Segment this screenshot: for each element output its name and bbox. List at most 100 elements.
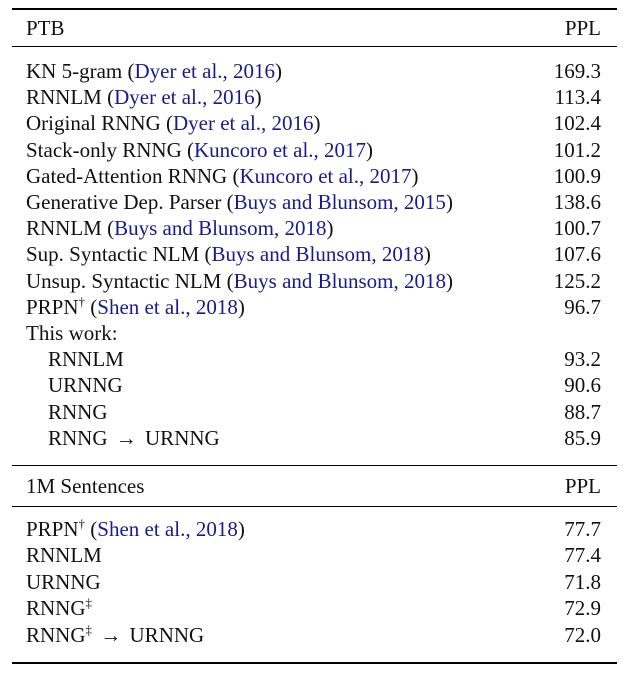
citation-link[interactable]: Dyer et al., 2016 (173, 111, 314, 136)
footnote-mark: † (78, 516, 86, 531)
row-label: RNNLM (Buys and Blunsom, 2018) (26, 216, 334, 241)
citation-link[interactable]: Buys and Blunsom, 2018 (233, 268, 447, 293)
arrow-symbol: → (100, 622, 122, 647)
model-name: RNNG (26, 596, 86, 621)
row-label: KN 5-gram (Dyer et al., 2016) (26, 59, 283, 83)
model-name: RNNLM (26, 85, 102, 110)
ppl-value: 102.4 (553, 111, 601, 136)
citation-link[interactable]: Dyer et al., 2016 (114, 85, 255, 110)
row-label: URNNG (48, 372, 123, 398)
citation-link[interactable]: Kuncoro et al., 2017 (239, 163, 412, 188)
ppl-value: 107.6 (553, 242, 601, 267)
row-label: Original RNNG (Dyer et al., 2016) (26, 111, 321, 136)
header-label: PTB (26, 16, 65, 40)
footnote-mark: ‡ (85, 621, 93, 637)
table-row: RNNLM (Dyer et al., 2016) 113.4 (12, 84, 617, 110)
model-name: Stack-only RNNG (26, 137, 182, 162)
table-row: Gated-Attention RNNG (Kuncoro et al., 20… (12, 163, 617, 189)
row-label: RNNG → URNNG (48, 425, 220, 451)
table-row: URNNG 71.8 (12, 569, 617, 595)
table-row: KN 5-gram (Dyer et al., 2016) 169.3 (12, 58, 617, 84)
section-separator-rule (12, 465, 617, 466)
model-name: RNNLM (26, 216, 102, 241)
ppl-value: 113.4 (554, 85, 601, 110)
model-name: PRPN (26, 294, 79, 319)
ppl-value: 100.7 (553, 216, 601, 241)
citation-link[interactable]: Shen et al., 2018 (97, 517, 238, 541)
model-name: Unsup. Syntactic NLM (26, 268, 222, 293)
header-value: PPL (564, 16, 601, 40)
model-name-target: URNNG (145, 425, 220, 450)
model-name: Generative Dep. Parser (26, 190, 222, 214)
ppl-value: 85.9 (564, 425, 601, 450)
top-rule (12, 8, 617, 10)
row-label: Generative Dep. Parser (Buys and Blunsom… (26, 190, 453, 214)
table-row: PRPN† (Shen et al., 2018) 77.7 (12, 516, 617, 542)
table-row: RNNLM 93.2 (12, 346, 617, 372)
table-row: RNNLM (Buys and Blunsom, 2018) 100.7 (12, 215, 617, 241)
table-row: RNNLM 77.4 (12, 542, 617, 568)
model-name: RNNG (48, 399, 108, 424)
model-name: This work: (26, 321, 118, 345)
model-name-target: URNNG (129, 622, 205, 647)
row-label: RNNLM (Dyer et al., 2016) (26, 85, 262, 110)
ppl-value: 96.7 (564, 294, 601, 319)
model-name: URNNG (48, 373, 123, 398)
citation-link[interactable]: Dyer et al., 2016 (134, 59, 276, 83)
ppl-value: 90.6 (564, 373, 601, 398)
row-label: Stack-only RNNG (Kuncoro et al., 2017) (26, 137, 374, 162)
table-row: RNNG → URNNG 85.9 (12, 425, 617, 451)
ppl-value: 72.0 (564, 622, 601, 647)
model-name: Gated-Attention RNNG (26, 163, 228, 188)
ppl-value: 93.2 (564, 347, 601, 372)
table-row: Generative Dep. Parser (Buys and Blunsom… (12, 189, 617, 215)
table-row: URNNG 90.6 (12, 372, 617, 398)
row-label: RNNLM (26, 542, 102, 568)
ppl-value: 77.4 (564, 543, 601, 568)
table-row: Sup. Syntactic NLM (Buys and Blunsom, 20… (12, 241, 617, 267)
model-name: Sup. Syntactic NLM (26, 242, 200, 267)
header-rule (12, 46, 617, 47)
header-label: 1M Sentences (26, 474, 145, 498)
citation-link[interactable]: Buys and Blunsom, 2015 (233, 190, 446, 214)
table-row: Stack-only RNNG (Kuncoro et al., 2017) 10… (12, 137, 617, 163)
model-name: RNNG (26, 622, 86, 647)
footnote-mark: ‡ (85, 595, 93, 611)
citation-link[interactable]: Buys and Blunsom, 2018 (114, 216, 327, 241)
model-name: Original RNNG (26, 111, 161, 136)
table-row: This work: (12, 320, 617, 346)
model-name: URNNG (26, 569, 101, 594)
ppl-value: 72.9 (564, 596, 601, 621)
section-header: PTB PPL (12, 15, 617, 41)
row-label: PRPN† (Shen et al., 2018) (26, 516, 245, 541)
row-label: Unsup. Syntactic NLM (Buys and Blunsom, … (26, 268, 454, 293)
model-name: PRPN (26, 517, 79, 541)
row-label: RNNG (48, 399, 108, 425)
citation-link[interactable]: Shen et al., 2018 (97, 294, 238, 319)
ppl-value: 101.2 (553, 137, 601, 162)
bottom-rule (12, 662, 617, 664)
row-label: PRPN† (Shen et al., 2018) (26, 293, 245, 319)
ppl-value: 138.6 (553, 190, 601, 214)
header-value: PPL (564, 474, 601, 498)
row-label: URNNG (26, 569, 101, 595)
row-label: Gated-Attention RNNG (Kuncoro et al., 20… (26, 163, 419, 188)
ppl-value: 77.7 (564, 517, 601, 541)
header-rule (12, 506, 617, 507)
table-row: RNNG‡ → URNNG 72.0 (12, 622, 617, 648)
row-label: RNNLM (48, 346, 124, 372)
arrow-symbol: → (115, 425, 137, 450)
section-header: 1M Sentences PPL (12, 473, 617, 499)
model-name: RNNG (48, 425, 108, 450)
row-label: Sup. Syntactic NLM (Buys and Blunsom, 20… (26, 242, 431, 267)
table-row: RNNG 88.7 (12, 399, 617, 425)
footnote-mark: † (78, 293, 86, 309)
citation-link[interactable]: Buys and Blunsom, 2018 (211, 242, 424, 267)
citation-link[interactable]: Kuncoro et al., 2017 (194, 137, 367, 162)
table-row: RNNG‡ 72.9 (12, 595, 617, 621)
ppl-value: 169.3 (553, 59, 601, 83)
ppl-value: 71.8 (564, 569, 601, 594)
model-name: RNNLM (48, 347, 124, 372)
row-label: This work: (26, 320, 118, 346)
table-row: Unsup. Syntactic NLM (Buys and Blunsom, … (12, 268, 617, 294)
